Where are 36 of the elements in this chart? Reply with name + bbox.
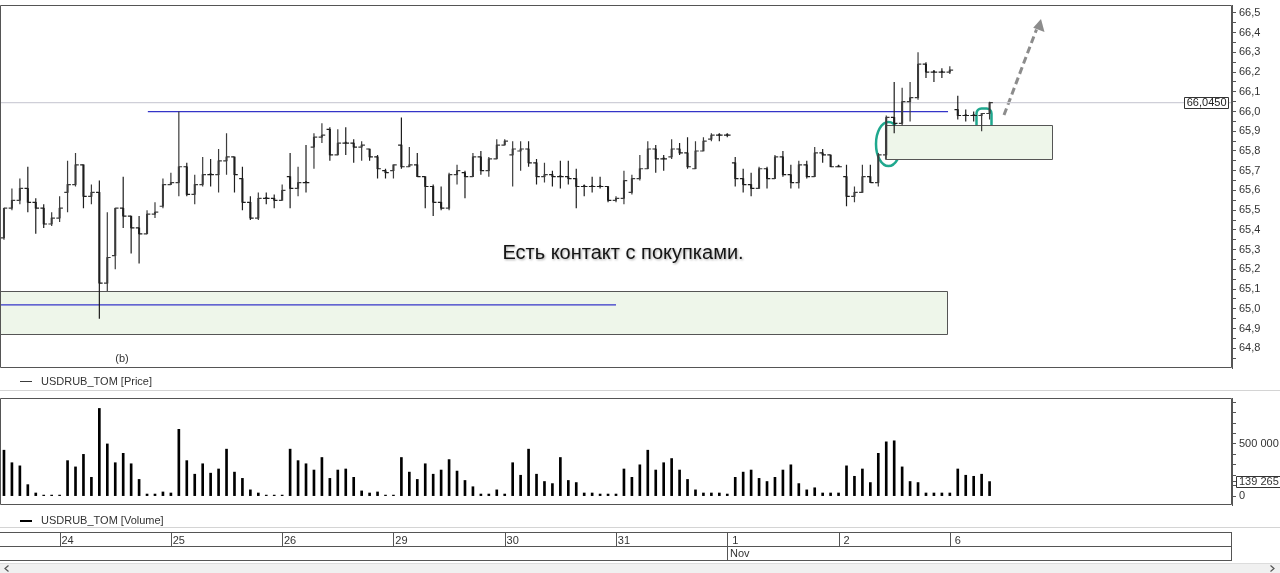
x-tick-label: 26 bbox=[283, 533, 297, 546]
y-tick-label: 64,9 bbox=[1239, 321, 1261, 334]
legend-label: USDRUB_TOM [Volume] bbox=[41, 514, 164, 527]
y-tick-label: 66,4 bbox=[1239, 25, 1261, 38]
y-tick-label: 65,1 bbox=[1239, 282, 1261, 295]
y-tick-label: 65,6 bbox=[1239, 183, 1261, 196]
x-tick-label: 2 bbox=[843, 533, 850, 546]
y-tick-label: 65,8 bbox=[1239, 144, 1261, 157]
y-tick-label: 500 000 bbox=[1239, 436, 1279, 449]
y-tick-label: 66,1 bbox=[1239, 84, 1261, 97]
y-tick-label: 65,2 bbox=[1239, 262, 1261, 275]
y-tick-label: 65,5 bbox=[1239, 203, 1261, 216]
annotation: Есть контакт с покупками. bbox=[502, 240, 744, 263]
ref-line-label: 66,0450 bbox=[1186, 96, 1227, 109]
y-tick-label: 66,5 bbox=[1239, 5, 1261, 18]
y-tick-label: 139 265 bbox=[1239, 474, 1279, 487]
annotation: (b) bbox=[115, 352, 129, 365]
x-tick-label: 29 bbox=[395, 533, 408, 546]
x-tick-label: 25 bbox=[172, 533, 185, 546]
y-tick-label: 64,8 bbox=[1239, 341, 1261, 354]
legend-label: USDRUB_TOM [Price] bbox=[41, 375, 153, 388]
y-tick-label: 0 bbox=[1239, 489, 1246, 502]
y-tick-label: 65,7 bbox=[1239, 163, 1261, 176]
x-tick-label: 1 bbox=[732, 533, 739, 546]
y-tick-label: 66,0 bbox=[1239, 104, 1261, 117]
x-tick-label: 31 bbox=[617, 533, 631, 546]
x-tick-label: 6 bbox=[954, 533, 961, 546]
y-tick-label: 65,3 bbox=[1239, 242, 1261, 255]
y-tick-label: 65,4 bbox=[1239, 222, 1261, 235]
y-tick-label: 65,9 bbox=[1239, 124, 1261, 137]
x-tick-label: 30 bbox=[506, 533, 519, 546]
x-tick-label: 24 bbox=[61, 533, 74, 546]
y-tick-label: 66,2 bbox=[1239, 65, 1261, 78]
y-tick-label: 65,0 bbox=[1239, 301, 1261, 314]
text: Nov bbox=[730, 546, 751, 559]
y-tick-label: 66,3 bbox=[1239, 45, 1261, 58]
